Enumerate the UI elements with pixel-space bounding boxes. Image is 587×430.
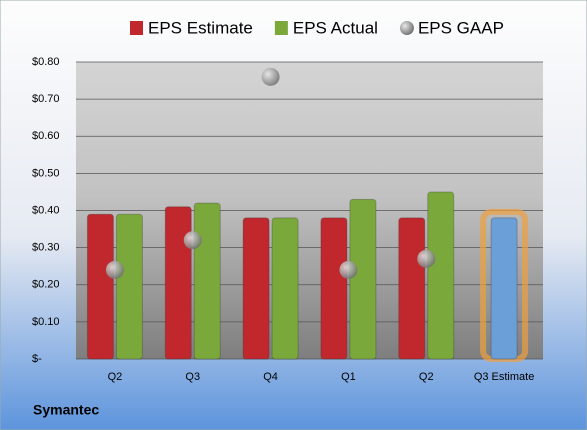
x-tick-label: Q2: [419, 371, 434, 383]
bar: [398, 217, 426, 360]
bar: [349, 198, 377, 360]
legend-marker: [274, 21, 288, 35]
y-tick-label: $0.60: [32, 130, 60, 142]
y-tick-label: $0.20: [32, 279, 60, 291]
bar: [193, 202, 221, 360]
y-tick-label: $0.50: [32, 167, 60, 179]
y-tick-label: $0.10: [32, 316, 60, 328]
y-tick-label: $0.30: [32, 242, 60, 254]
bar: [242, 217, 270, 360]
bar: [115, 213, 143, 360]
x-tick-label: Q3: [185, 371, 200, 383]
legend-marker: [130, 21, 143, 35]
legend-label: EPS Estimate: [148, 18, 253, 37]
bar: [490, 217, 518, 360]
legend-marker: [399, 21, 414, 35]
y-tick-label: $-: [32, 353, 42, 365]
bubble: [417, 249, 436, 268]
bar: [427, 191, 455, 360]
x-tick-label: Q3 Estimate: [474, 371, 535, 383]
bubble: [105, 260, 124, 279]
x-tick-label: Q1: [341, 371, 356, 383]
footer: Symantec: [33, 402, 99, 418]
bubble: [339, 260, 358, 279]
x-tick-label: Q2: [108, 371, 123, 383]
x-tick-label: Q4: [263, 371, 278, 383]
bubble: [261, 67, 280, 86]
legend-label: EPS GAAP: [418, 18, 504, 37]
y-tick-label: $0.80: [32, 56, 60, 68]
bar: [271, 217, 299, 360]
bubble: [183, 231, 202, 250]
bar: [320, 217, 348, 360]
y-tick-label: $0.40: [32, 204, 60, 216]
bar: [86, 213, 114, 360]
legend-label: EPS Actual: [293, 18, 378, 37]
bar: [164, 206, 192, 360]
y-tick-label: $0.70: [32, 93, 60, 105]
